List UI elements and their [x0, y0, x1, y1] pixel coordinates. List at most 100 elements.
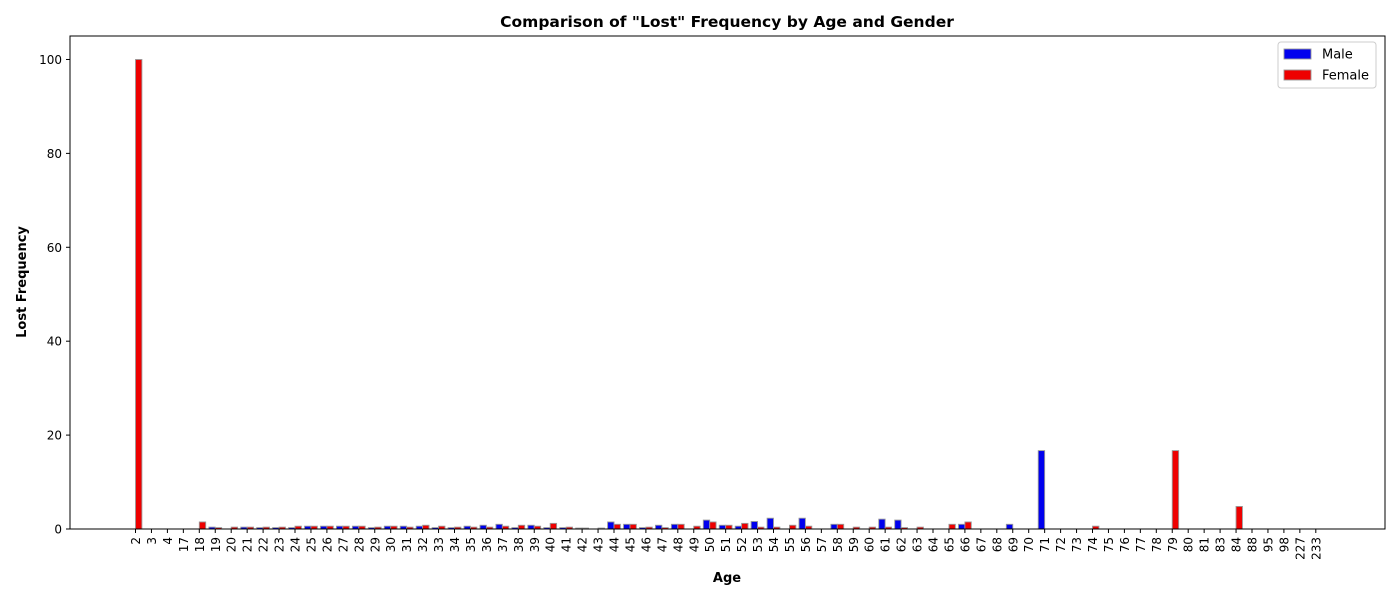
- bar-male-62: [894, 519, 902, 530]
- x-tick-label: 68: [990, 537, 1004, 552]
- x-tick-label: 59: [847, 537, 861, 552]
- x-tick-label: 75: [1102, 537, 1116, 552]
- bar-female-2: [135, 59, 143, 530]
- bar-female-45: [629, 523, 637, 530]
- bar-male-69: [1005, 523, 1014, 530]
- x-tick-label: 32: [416, 537, 430, 552]
- x-tick-label: 80: [1182, 537, 1196, 552]
- bar-male-36: [479, 524, 487, 530]
- x-tick-label: 76: [1118, 537, 1132, 552]
- y-tick-label: 20: [47, 429, 62, 443]
- y-axis-title: Lost Frequency: [15, 226, 30, 338]
- x-tick-label: 67: [974, 537, 988, 552]
- x-tick-label: 44: [608, 537, 622, 552]
- y-tick-label: 100: [39, 53, 62, 67]
- x-tick-label: 62: [895, 537, 909, 552]
- x-tick-label: 45: [623, 537, 637, 552]
- x-tick-label: 26: [320, 537, 334, 552]
- x-tick-label: 31: [400, 537, 414, 552]
- x-tick-label: 98: [1277, 537, 1291, 552]
- y-tick-label: 80: [47, 147, 62, 161]
- bar-female-48: [677, 523, 685, 530]
- legend-swatch-male: [1283, 48, 1312, 60]
- x-tick-label: 88: [1246, 537, 1260, 552]
- bar-male-54: [766, 517, 774, 530]
- bar-male-58: [830, 523, 838, 530]
- bar-female-40: [549, 522, 558, 530]
- legend-label-female: Female: [1322, 69, 1369, 84]
- bar-female-50: [709, 521, 717, 530]
- x-tick-label: 40: [544, 537, 558, 552]
- x-tick-label: 18: [193, 537, 207, 552]
- bar-female-58: [836, 523, 845, 530]
- legend-label-male: Male: [1322, 48, 1353, 63]
- x-tick-label: 17: [177, 537, 191, 552]
- x-tick-label: 4: [161, 537, 175, 545]
- x-tick-label: 3: [145, 537, 159, 545]
- x-tick-label: 21: [241, 537, 255, 552]
- x-tick-label: 74: [1086, 537, 1100, 552]
- y-tick-label: 0: [54, 523, 62, 537]
- x-tick-label: 29: [368, 537, 382, 552]
- x-tick-label: 46: [639, 537, 653, 552]
- x-tick-label: 20: [225, 537, 239, 552]
- x-tick-label: 69: [1006, 537, 1020, 552]
- x-tick-label: 84: [1230, 537, 1244, 552]
- bar-female-55: [789, 524, 797, 530]
- x-axis-title: Age: [713, 571, 741, 586]
- bar-male-51: [718, 524, 727, 530]
- x-tick-label: 2: [129, 537, 143, 545]
- x-tick-label: 19: [209, 537, 223, 552]
- x-tick-label: 53: [751, 537, 765, 552]
- bar-male-66: [958, 523, 966, 530]
- x-tick-label: 73: [1070, 537, 1084, 552]
- bar-female-52: [741, 522, 749, 530]
- x-tick-label: 65: [942, 537, 956, 552]
- bar-male-50: [702, 519, 711, 530]
- bar-female-44: [613, 523, 621, 530]
- x-tick-label: 28: [352, 537, 366, 552]
- x-tick-label: 57: [815, 537, 829, 552]
- bar-female-79: [1171, 450, 1180, 530]
- bar-male-61: [878, 518, 886, 530]
- bar-male-48: [670, 523, 679, 530]
- x-tick-label: 81: [1198, 537, 1212, 552]
- x-tick-label: 41: [560, 537, 574, 552]
- y-tick-label: 60: [47, 241, 62, 255]
- bar-female-38: [517, 524, 526, 530]
- x-tick-label: 43: [592, 537, 606, 552]
- x-tick-label: 70: [1022, 537, 1036, 552]
- bar-male-47: [655, 524, 663, 530]
- x-tick-label: 60: [863, 537, 877, 552]
- x-tick-label: 55: [783, 537, 797, 552]
- x-tick-label: 78: [1150, 537, 1164, 552]
- x-tick-label: 34: [448, 537, 462, 552]
- x-tick-label: 83: [1214, 537, 1228, 552]
- x-tick-label: 56: [799, 537, 813, 552]
- x-tick-label: 39: [528, 537, 542, 552]
- x-tick-label: 71: [1038, 537, 1052, 552]
- x-tick-label: 66: [958, 537, 972, 552]
- x-tick-label: 54: [767, 537, 781, 552]
- bar-female-65: [948, 523, 956, 530]
- x-tick-label: 72: [1054, 537, 1068, 552]
- x-tick-label: 23: [273, 537, 287, 552]
- x-tick-label: 36: [480, 537, 494, 552]
- x-tick-label: 25: [304, 537, 318, 552]
- x-tick-label: 49: [687, 537, 701, 552]
- x-tick-label: 38: [512, 537, 526, 552]
- x-tick-label: 79: [1166, 537, 1180, 552]
- bar-female-18: [198, 521, 207, 530]
- x-tick-label: 47: [655, 537, 669, 552]
- x-tick-label: 58: [831, 537, 845, 552]
- bar-male-39: [527, 524, 535, 530]
- x-tick-label: 52: [735, 537, 749, 552]
- legend-swatch-female: [1283, 69, 1312, 81]
- bar-male-37: [495, 523, 503, 530]
- x-tick-label: 95: [1261, 537, 1275, 552]
- chart-title: Comparison of "Lost" Frequency by Age an…: [500, 13, 954, 31]
- bar-male-53: [750, 521, 759, 530]
